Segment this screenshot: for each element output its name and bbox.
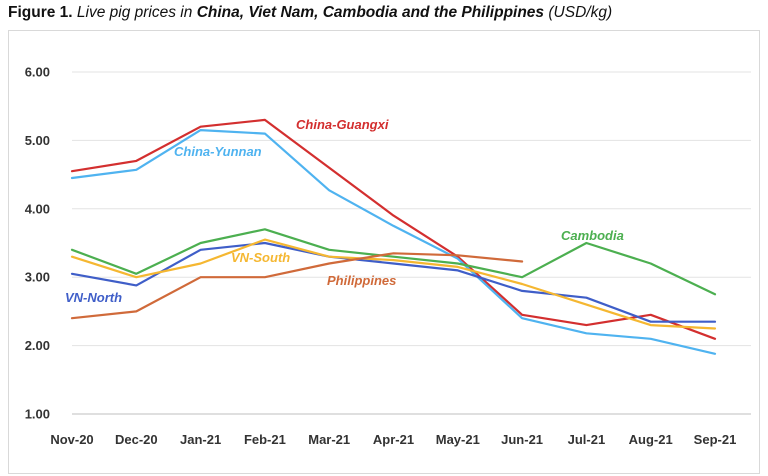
series-label-vn-south: VN-South [231, 250, 290, 265]
x-tick-label: Dec-20 [115, 432, 158, 447]
x-tick-label: Jun-21 [501, 432, 543, 447]
y-tick-label: 4.00 [25, 201, 50, 216]
line-chart: 1.00 2.00 3.00 4.00 5.00 6.00 Nov-20 Dec-20 Jan-… [25, 65, 751, 447]
gridlines [72, 71, 751, 347]
series-lines [70, 118, 717, 355]
series-label-china-guangxi: China-Guangxi [296, 117, 389, 132]
y-tick-label: 6.00 [25, 65, 50, 80]
x-tick-label: Feb-21 [244, 432, 286, 447]
figure-title-text: Live pig prices in [76, 4, 193, 21]
x-tick-label: Jul-21 [568, 432, 606, 447]
series-line-vn-north [70, 241, 717, 323]
y-tick-label: 2.00 [25, 338, 50, 353]
series-labels: China-Guangxi China-Yunnan Cambodia VN-Nort… [65, 117, 624, 305]
figure-number: Figure 1. [8, 4, 73, 21]
series-label-cambodia: Cambodia [561, 228, 624, 243]
axes: 1.00 2.00 3.00 4.00 5.00 6.00 Nov-20 Dec-20 Jan-… [25, 65, 751, 447]
x-tick-label: Apr-21 [373, 432, 414, 447]
figure-title-units: (USD/kg) [548, 4, 613, 21]
series-label-vn-north: VN-North [65, 290, 122, 305]
y-tick-label: 5.00 [25, 133, 50, 148]
x-tick-label: Nov-20 [50, 432, 93, 447]
series-line-china-yunnan [70, 128, 717, 355]
series-line-vn-south [70, 238, 717, 330]
figure-caption: Figure 1. Live pig prices in China, Viet… [8, 4, 760, 22]
x-tick-label: May-21 [436, 432, 480, 447]
x-tick-label: Aug-21 [629, 432, 673, 447]
series-line-philippines [70, 252, 524, 320]
series-label-china-yunnan: China-Yunnan [174, 144, 262, 159]
y-tick-label: 1.00 [25, 407, 50, 422]
y-tick-label: 3.00 [25, 270, 50, 285]
x-tick-label: Mar-21 [308, 432, 350, 447]
chart-frame: 1.00 2.00 3.00 4.00 5.00 6.00 Nov-20 Dec-20 Jan-… [8, 30, 760, 474]
series-line-cambodia [70, 228, 717, 296]
figure-title-countries: China, Viet Nam, Cambodia and the Philip… [196, 4, 545, 21]
series-label-philippines: Philippines [327, 273, 396, 288]
x-tick-label: Sep-21 [694, 432, 737, 447]
x-tick-label: Jan-21 [180, 432, 221, 447]
series-line-china-guangxi [70, 118, 717, 340]
